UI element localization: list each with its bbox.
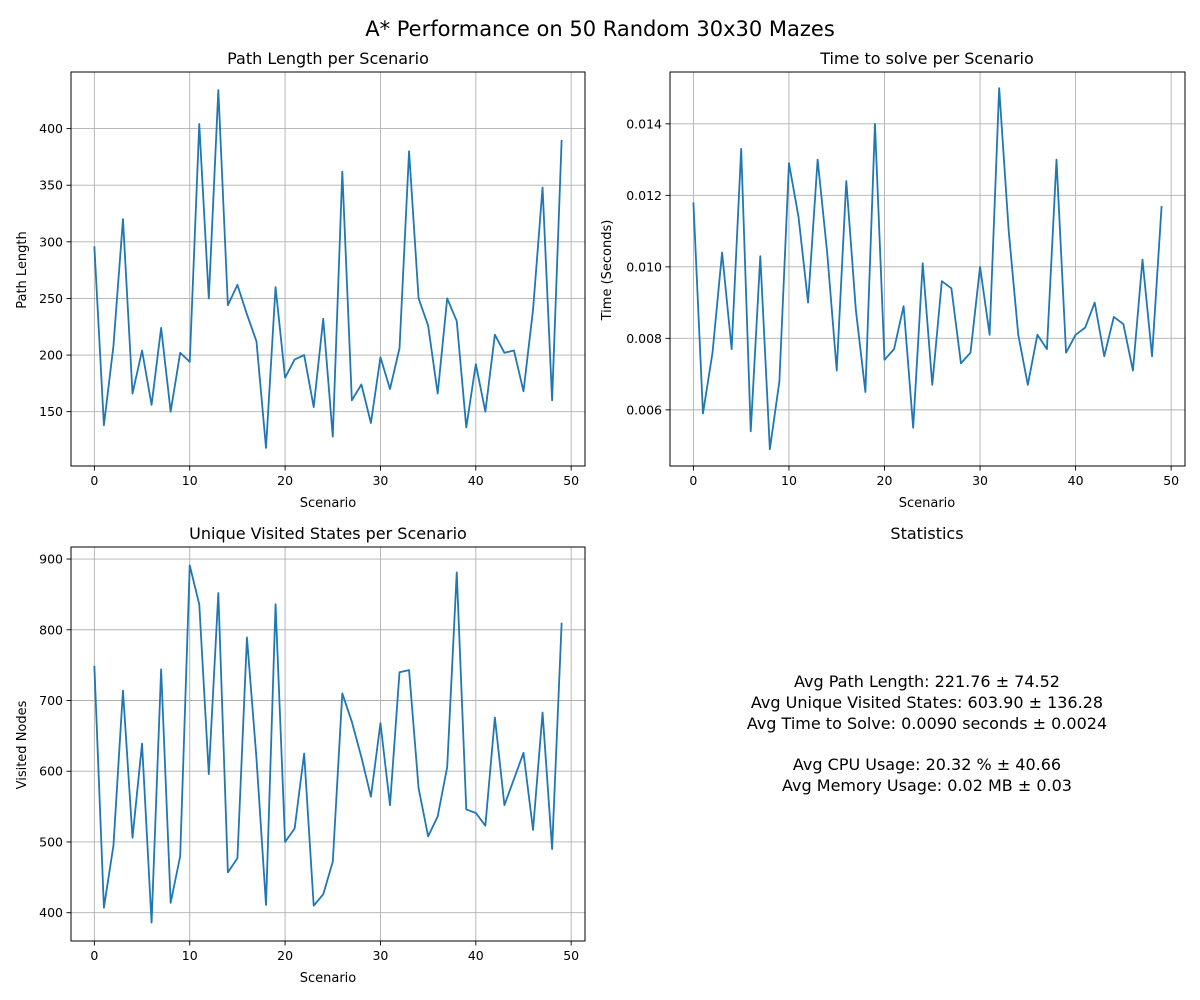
- visited-states-ylabel: Visited Nodes: [15, 700, 30, 789]
- time-to-solve-chart: Time to solve per Scenario Scenario Time…: [600, 49, 1186, 511]
- stats-line-cpu-usage: Avg CPU Usage: 20.32 % ± 40.66: [793, 755, 1061, 774]
- time-to-solve-xtick-label: 10: [781, 473, 797, 488]
- time-to-solve-xtick-label: 50: [1163, 473, 1179, 488]
- stats-line-path-length: Avg Path Length: 221.76 ± 74.52: [794, 672, 1060, 691]
- time-to-solve-ytick-label: 0.014: [626, 116, 662, 131]
- visited-states-xtick-label: 40: [468, 948, 484, 963]
- visited-states-ytick-label: 900: [39, 552, 63, 567]
- time-to-solve-ytick-label: 0.006: [626, 402, 662, 417]
- stats-line-time-to-solve: Avg Time to Solve: 0.0090 seconds ± 0.00…: [747, 714, 1107, 733]
- time-to-solve-xlabel: Scenario: [899, 496, 956, 511]
- visited-states-ytick-label: 800: [39, 622, 63, 637]
- time-to-solve-ytick-label: 0.008: [626, 331, 662, 346]
- path-length-axes-frame: [70, 71, 586, 467]
- time-to-solve-title: Time to solve per Scenario: [819, 49, 1034, 68]
- visited-states-plot-area: 0 10 20 30 40 50 400 500 600 700 800 900: [39, 546, 586, 963]
- path-length-ytick-label: 300: [39, 234, 63, 249]
- path-length-ylabel: Path Length: [15, 231, 30, 309]
- stats-line-visited-states: Avg Unique Visited States: 603.90 ± 136.…: [751, 693, 1103, 712]
- figure-title: A* Performance on 50 Random 30x30 Mazes: [365, 17, 835, 41]
- visited-states-title: Unique Visited States per Scenario: [189, 524, 467, 543]
- time-to-solve-xtick-label: 40: [1068, 473, 1084, 488]
- statistics-panel: Statistics Avg Path Length: 221.76 ± 74.…: [747, 524, 1107, 795]
- time-to-solve-ylabel: Time (Seconds): [600, 220, 615, 322]
- time-to-solve-ytick-label: 0.012: [626, 188, 662, 203]
- visited-states-xtick-label: 0: [90, 948, 98, 963]
- visited-states-xlabel: Scenario: [300, 971, 357, 986]
- path-length-chart: Path Length per Scenario Scenario Path L…: [15, 49, 586, 511]
- visited-states-ytick-label: 700: [39, 693, 63, 708]
- visited-states-xtick-label: 20: [277, 948, 293, 963]
- visited-states-ytick-label: 600: [39, 764, 63, 779]
- time-to-solve-xtick-label: 20: [877, 473, 893, 488]
- visited-states-xtick-label: 50: [563, 948, 579, 963]
- path-length-xlabel: Scenario: [300, 496, 357, 511]
- time-to-solve-ytick-label: 0.010: [626, 259, 662, 274]
- path-length-xtick-label: 20: [277, 473, 293, 488]
- visited-states-series-line: [93, 564, 563, 924]
- visited-states-ytick-label: 500: [39, 834, 63, 849]
- path-length-xtick-label: 30: [372, 473, 388, 488]
- visited-states-ytick-label: 400: [39, 905, 63, 920]
- stats-line-memory-usage: Avg Memory Usage: 0.02 MB ± 0.03: [782, 776, 1072, 795]
- path-length-ytick-label: 150: [39, 404, 63, 419]
- visited-states-axes-frame: [70, 546, 586, 942]
- visited-states-xtick-label: 10: [182, 948, 198, 963]
- time-to-solve-axes-frame: [669, 71, 1186, 467]
- path-length-ytick-label: 350: [39, 178, 63, 193]
- visited-states-xtick-label: 30: [372, 948, 388, 963]
- time-to-solve-plot-area: 0 10 20 30 40 50 0.006 0.008 0.010 0.012 0.014: [626, 71, 1186, 488]
- path-length-xtick-label: 50: [563, 473, 579, 488]
- path-length-xtick-label: 10: [182, 473, 198, 488]
- time-to-solve-series-line: [692, 87, 1163, 451]
- path-length-ytick-label: 200: [39, 348, 63, 363]
- path-length-ytick-label: 400: [39, 121, 63, 136]
- path-length-ytick-label: 250: [39, 291, 63, 306]
- path-length-series-line: [93, 89, 563, 449]
- path-length-title: Path Length per Scenario: [227, 49, 429, 68]
- visited-states-chart: Unique Visited States per Scenario Scena…: [15, 524, 586, 986]
- time-to-solve-xtick-label: 0: [689, 473, 697, 488]
- path-length-xtick-label: 40: [468, 473, 484, 488]
- path-length-plot-area: 0 10 20 30 40 50 150 200 250 300 350 400: [39, 71, 586, 488]
- statistics-title: Statistics: [890, 524, 963, 543]
- time-to-solve-xtick-label: 30: [972, 473, 988, 488]
- path-length-xtick-label: 0: [90, 473, 98, 488]
